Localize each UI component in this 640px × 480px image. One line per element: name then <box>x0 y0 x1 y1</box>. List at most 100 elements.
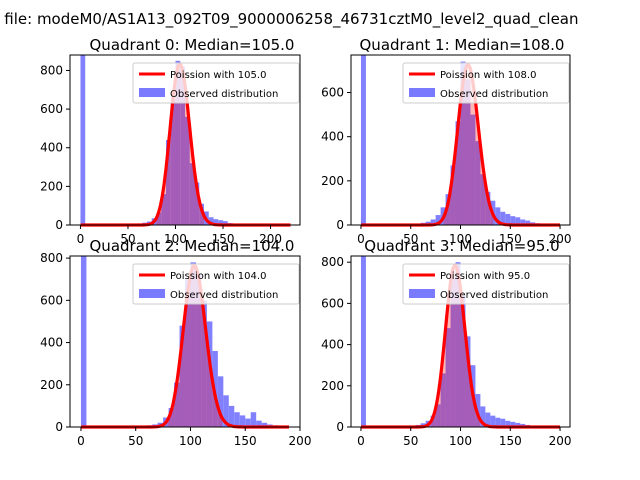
histogram-bar <box>360 55 366 225</box>
histogram-bar <box>510 421 516 427</box>
histogram-bar <box>80 256 87 427</box>
histogram-bar <box>505 213 511 225</box>
y-tick-label: 0 <box>55 218 63 232</box>
histogram-bar <box>435 404 441 427</box>
x-tick-label: 200 <box>289 434 312 448</box>
x-tick-label: 200 <box>549 232 572 246</box>
legend-observed-label: Observed distribution <box>440 89 548 100</box>
histogram-bar <box>475 141 481 225</box>
histogram-bar <box>465 336 471 427</box>
histogram-bar <box>234 412 240 427</box>
legend-poisson-label: Poission with 95.0 <box>440 271 530 282</box>
legend-poisson-label: Poission with 108.0 <box>440 70 536 81</box>
panel-quadrant-1: Quadrant 1: Median=108.0 0 50 100 150 200 0 20… <box>321 36 571 246</box>
y-tick-label: 800 <box>40 251 63 265</box>
histogram-bar <box>208 217 214 225</box>
histogram-bar <box>430 219 436 225</box>
legend-observed-swatch <box>409 289 435 298</box>
histogram-bar <box>239 415 246 427</box>
y-tick-label: 400 <box>40 336 63 350</box>
histogram-bar <box>460 61 466 225</box>
x-tick-label: 200 <box>549 434 572 448</box>
x-tick-label: 0 <box>77 434 85 448</box>
y-tick-label: 400 <box>321 338 344 352</box>
y-tick-label: 200 <box>321 174 344 188</box>
y-tick-label: 400 <box>40 141 63 155</box>
histogram-bar <box>525 220 531 225</box>
histogram-bar <box>435 215 441 225</box>
legend-box <box>132 263 300 305</box>
axes-group: 0 50 100 150 200 0 200 400 600 <box>321 54 572 246</box>
y-tick-label: 800 <box>321 255 344 269</box>
histogram-bar <box>189 163 195 225</box>
histogram-bar <box>201 300 207 427</box>
histogram-bar <box>460 295 466 427</box>
legend-poisson-label: Poission with 104.0 <box>170 271 266 282</box>
x-tick-label: 50 <box>403 232 418 246</box>
legend-observed-swatch <box>409 88 435 97</box>
poisson-fill <box>156 64 204 225</box>
y-tick-label: 600 <box>321 86 344 100</box>
legend-box <box>402 62 570 104</box>
histogram-bar <box>520 219 526 225</box>
histogram-bar <box>250 412 257 427</box>
x-tick-label: 50 <box>120 232 135 246</box>
histogram-bar <box>206 321 213 427</box>
panel-title: Quadrant 0: Median=105.0 <box>90 36 295 54</box>
histogram-bar <box>470 114 476 225</box>
x-tick-label: 50 <box>403 434 418 448</box>
histogram-bar <box>80 55 86 225</box>
axes-group: 0 50 100 150 200 0 200 400 600 800 <box>40 54 301 246</box>
legend-observed-swatch <box>139 88 165 97</box>
panel-title: Quadrant 1: Median=108.0 <box>360 36 565 54</box>
plot-frame <box>69 255 301 428</box>
x-tick-label: 50 <box>128 434 143 448</box>
histogram-bar <box>500 211 506 225</box>
histogram-bar <box>450 165 456 225</box>
y-tick-label: 600 <box>321 296 344 310</box>
legend-box <box>402 263 570 305</box>
legend: Poission with 95.0 Observed distribution <box>402 263 570 305</box>
histogram-bar <box>218 220 224 225</box>
histogram-bar <box>500 418 506 427</box>
x-tick-label: 200 <box>259 232 282 246</box>
x-tick-label: 0 <box>357 434 365 448</box>
histogram-bar <box>228 405 235 427</box>
histogram-bar <box>194 182 200 225</box>
histogram-bar <box>156 212 162 225</box>
histogram-bar <box>170 99 176 225</box>
histogram-bar <box>480 406 486 427</box>
histogram-bar <box>185 279 191 427</box>
y-tick-label: 800 <box>40 63 63 77</box>
y-tick-label: 200 <box>321 379 344 393</box>
histogram-bar <box>495 207 501 225</box>
histogram-bar <box>515 217 521 225</box>
histogram-bar <box>505 420 511 427</box>
axes-group: 0 50 100 150 200 0 200 400 600 800 <box>40 251 311 448</box>
histogram-bar <box>515 422 521 427</box>
x-tick-label: 150 <box>499 232 522 246</box>
histogram-bar <box>217 376 224 427</box>
x-tick-label: 0 <box>77 232 85 246</box>
y-tick-label: 0 <box>55 420 63 434</box>
panel-quadrant-0: Quadrant 0: Median=105.0 0 50 100 150 200 0 20… <box>40 36 301 246</box>
legend-box <box>132 62 300 104</box>
histogram-bar <box>165 140 171 225</box>
histogram-bar <box>440 373 446 427</box>
histogram-bar <box>180 66 185 225</box>
histogram-bar <box>490 415 496 427</box>
histogram-bar <box>213 219 219 225</box>
histogram-bar <box>480 174 486 225</box>
bars-group <box>80 256 290 427</box>
x-tick-label: 100 <box>179 434 202 448</box>
legend: Poission with 108.0 Observed distributio… <box>402 62 570 104</box>
panel-quadrant-2: Quadrant 2: Median=104.0 0 50 100 150 200 0 20… <box>40 237 311 448</box>
x-tick-label: 0 <box>357 232 365 246</box>
x-tick-label: 100 <box>449 434 472 448</box>
legend-poisson-label: Poission with 105.0 <box>170 70 266 81</box>
histogram-bar <box>185 116 190 225</box>
y-tick-label: 600 <box>40 293 63 307</box>
y-tick-label: 400 <box>321 130 344 144</box>
histogram-bar <box>465 79 471 226</box>
